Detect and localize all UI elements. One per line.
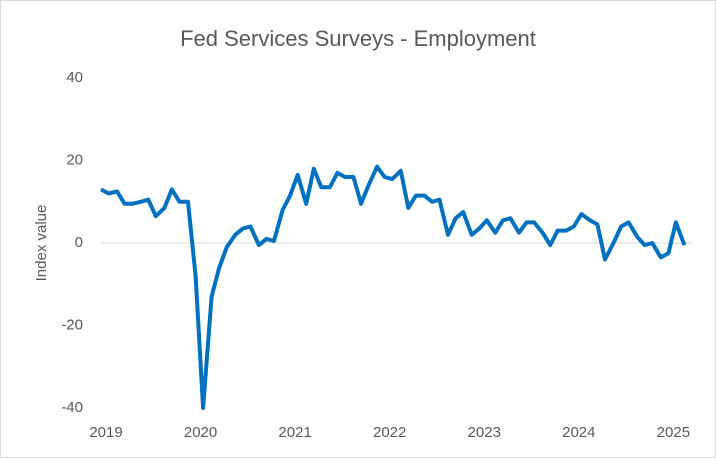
y-tick-label: 0 <box>75 234 83 251</box>
x-tick-label: 2020 <box>184 424 217 441</box>
y-tick-label: -20 <box>61 316 83 333</box>
chart-title: Fed Services Surveys - Employment <box>180 26 536 51</box>
y-tick-label: 20 <box>66 151 83 168</box>
x-tick-label: 2025 <box>657 424 690 441</box>
y-axis-label: Index value <box>33 205 50 282</box>
y-tick-label: -40 <box>61 399 83 416</box>
x-tick-label: 2023 <box>468 424 501 441</box>
y-tick-label: 40 <box>66 69 83 86</box>
x-tick-label: 2024 <box>562 424 595 441</box>
x-tick-label: 2022 <box>373 424 406 441</box>
data-line <box>100 164 687 410</box>
x-tick-label: 2019 <box>89 424 122 441</box>
x-tick-label: 2021 <box>278 424 311 441</box>
